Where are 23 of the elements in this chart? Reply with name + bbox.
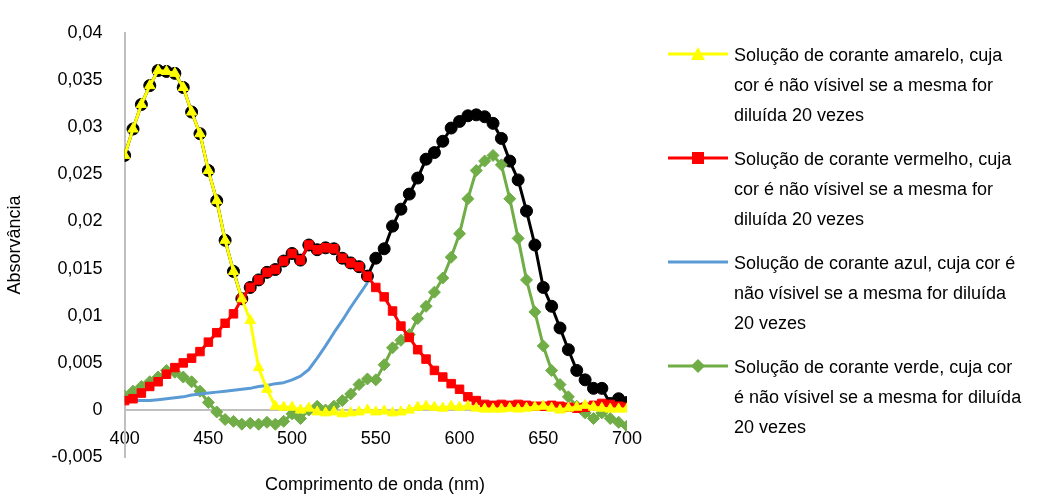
- legend-label: Solução de corante vermelho, cuja cor é não vísivel se a mesma for diluída 20 vezes: [734, 148, 1013, 231]
- x-tick-label: 450: [193, 427, 224, 448]
- y-tick-label: 0,03: [67, 116, 103, 137]
- x-tick-label: 400: [109, 427, 140, 448]
- y-tick-label: 0: [92, 399, 103, 420]
- x-tick-label: 600: [444, 427, 475, 448]
- legend-label: Solução de corante azul, cuja cor é não vísivel se a mesma for diluída 20 vezes: [734, 252, 1017, 335]
- x-tick-label: 650: [528, 427, 559, 448]
- legend-label: Solução de corante amarelo, cuja cor é não vísivel se a mesma for diluída 20 vezes: [734, 44, 1004, 127]
- y-tick-label: 0,025: [57, 163, 103, 184]
- y-tick-label: 0,015: [57, 257, 103, 278]
- y-tick-label: 0,035: [57, 68, 103, 89]
- x-tick-label: 550: [360, 427, 391, 448]
- y-tick-label: 0,01: [67, 304, 103, 325]
- x-tick-label: 700: [611, 427, 643, 448]
- y-tick-label: -0,005: [51, 446, 103, 467]
- x-axis-title: Comprimento de onda (nm): [263, 473, 487, 496]
- y-tick-label: 0,02: [67, 210, 103, 231]
- x-tick-label: 500: [277, 427, 308, 448]
- y-tick-label: 0,04: [67, 21, 103, 42]
- y-tick-label: 0,005: [57, 351, 103, 372]
- legend-label: Solução de corante verde, cuja cor é não vísivel se a mesma for diluída 20 vezes: [734, 356, 1023, 439]
- y-axis-title: Absorvância: [3, 194, 24, 295]
